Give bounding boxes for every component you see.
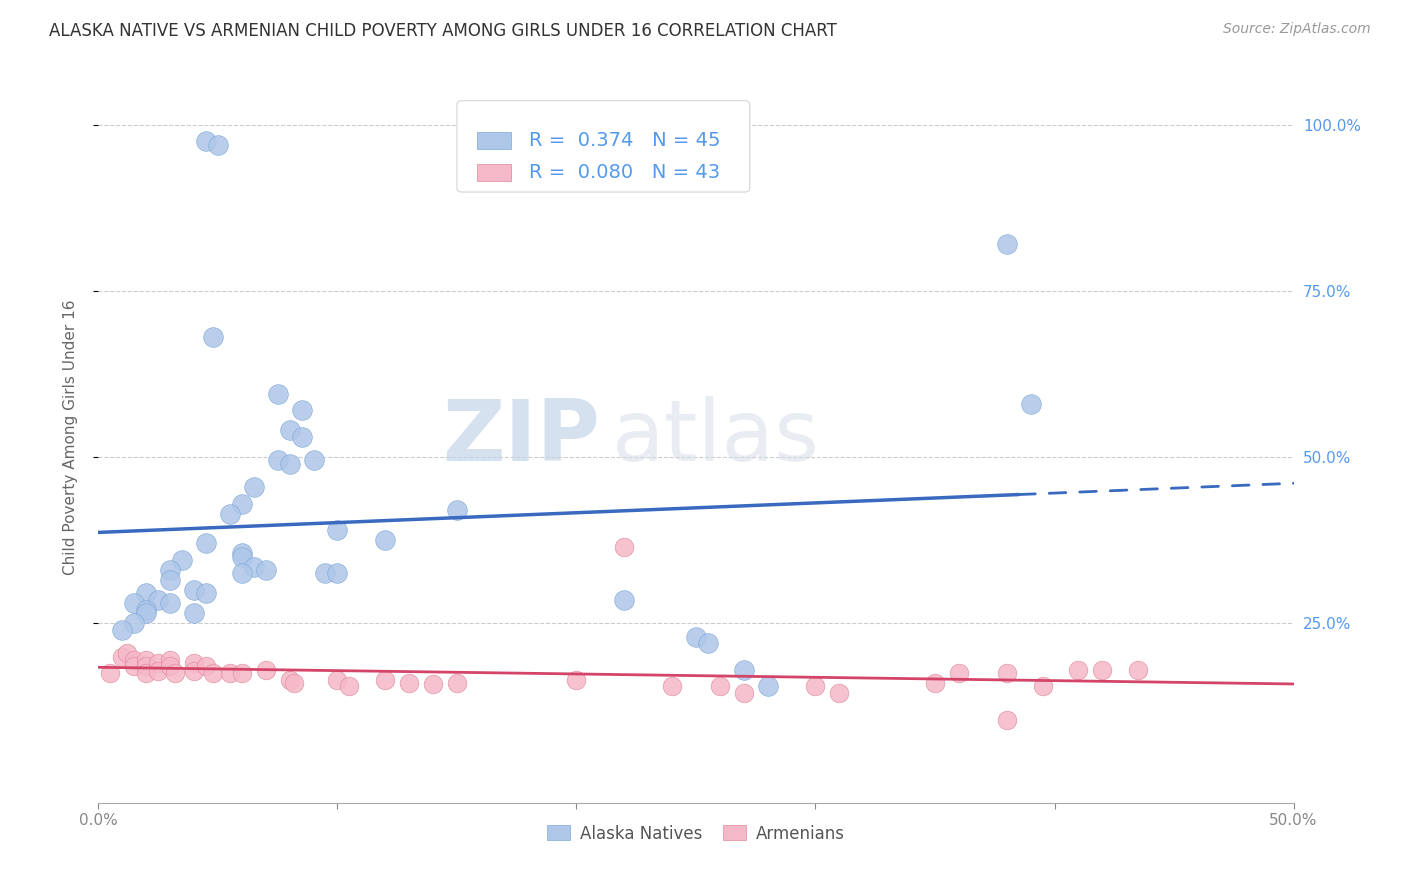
Point xyxy=(302,453,325,467)
Point xyxy=(374,533,396,548)
Point xyxy=(291,430,314,444)
Point xyxy=(697,636,720,650)
Text: R =  0.080   N = 43: R = 0.080 N = 43 xyxy=(529,162,720,182)
Point xyxy=(159,596,181,610)
Point xyxy=(135,659,157,673)
Point xyxy=(124,616,146,631)
Point xyxy=(124,653,146,667)
Point xyxy=(159,653,181,667)
Point xyxy=(195,134,218,148)
Point xyxy=(948,666,970,681)
Point xyxy=(231,566,253,581)
FancyBboxPatch shape xyxy=(457,101,749,192)
Point xyxy=(219,666,242,681)
Point xyxy=(231,666,253,681)
Point xyxy=(267,453,290,467)
Point xyxy=(709,680,731,694)
Point xyxy=(195,586,218,600)
Point xyxy=(1019,397,1042,411)
Point xyxy=(315,566,337,581)
Point xyxy=(135,653,157,667)
Point xyxy=(135,666,157,681)
Text: R =  0.374   N = 45: R = 0.374 N = 45 xyxy=(529,130,720,150)
Point xyxy=(183,664,205,678)
Point xyxy=(135,603,157,617)
Point xyxy=(207,137,229,152)
Text: ALASKA NATIVE VS ARMENIAN CHILD POVERTY AMONG GIRLS UNDER 16 CORRELATION CHART: ALASKA NATIVE VS ARMENIAN CHILD POVERTY … xyxy=(49,22,837,40)
Point xyxy=(148,656,170,670)
Point xyxy=(995,237,1018,252)
Point xyxy=(202,666,225,681)
Point xyxy=(135,607,157,621)
Point xyxy=(326,673,349,687)
Point xyxy=(565,673,588,687)
FancyBboxPatch shape xyxy=(477,132,510,149)
Point xyxy=(733,686,755,700)
Point xyxy=(924,676,946,690)
Point xyxy=(148,593,170,607)
Point xyxy=(98,666,122,681)
Point xyxy=(613,593,636,607)
Point xyxy=(183,582,205,597)
Point xyxy=(326,566,349,581)
Point xyxy=(661,680,683,694)
Point xyxy=(243,480,266,494)
Text: Source: ZipAtlas.com: Source: ZipAtlas.com xyxy=(1223,22,1371,37)
Point xyxy=(283,676,305,690)
Point xyxy=(291,403,314,417)
Point xyxy=(231,549,253,564)
Point xyxy=(733,663,755,677)
Point xyxy=(183,607,205,621)
Legend: Alaska Natives, Armenians: Alaska Natives, Armenians xyxy=(540,818,852,849)
Point xyxy=(111,649,134,664)
Point xyxy=(195,659,218,673)
Point xyxy=(374,673,396,687)
Point xyxy=(685,630,707,644)
Point xyxy=(446,503,468,517)
Point xyxy=(115,646,138,660)
Point xyxy=(1091,663,1114,677)
Point xyxy=(398,676,420,690)
Point xyxy=(326,523,349,537)
Point xyxy=(804,680,827,694)
Point xyxy=(183,656,205,670)
Point xyxy=(124,596,146,610)
Point xyxy=(267,387,290,401)
Point xyxy=(243,559,266,574)
Point xyxy=(254,663,277,677)
Point xyxy=(219,507,242,521)
Point xyxy=(195,536,218,550)
Point xyxy=(1067,663,1090,677)
Point xyxy=(278,457,301,471)
Point xyxy=(756,680,779,694)
Point xyxy=(124,659,146,673)
Point xyxy=(159,659,181,673)
Point xyxy=(1128,663,1150,677)
Point xyxy=(159,563,181,577)
Point xyxy=(148,664,170,678)
Point xyxy=(202,330,225,344)
Point xyxy=(231,497,253,511)
Point xyxy=(446,676,468,690)
Point xyxy=(163,666,186,681)
Text: ZIP: ZIP xyxy=(443,395,600,479)
Point xyxy=(422,677,444,691)
Y-axis label: Child Poverty Among Girls Under 16: Child Poverty Among Girls Under 16 xyxy=(63,300,77,574)
Point xyxy=(278,424,301,438)
Point xyxy=(995,713,1018,727)
Point xyxy=(278,673,301,687)
Point xyxy=(828,686,851,700)
Point xyxy=(339,680,361,694)
Point xyxy=(172,553,194,567)
Point xyxy=(1032,680,1054,694)
Point xyxy=(254,563,277,577)
Point xyxy=(135,586,157,600)
Point xyxy=(231,546,253,560)
FancyBboxPatch shape xyxy=(477,163,510,181)
Point xyxy=(159,573,181,587)
Point xyxy=(613,540,636,554)
Point xyxy=(111,623,134,637)
Text: atlas: atlas xyxy=(613,395,820,479)
Point xyxy=(995,666,1018,681)
